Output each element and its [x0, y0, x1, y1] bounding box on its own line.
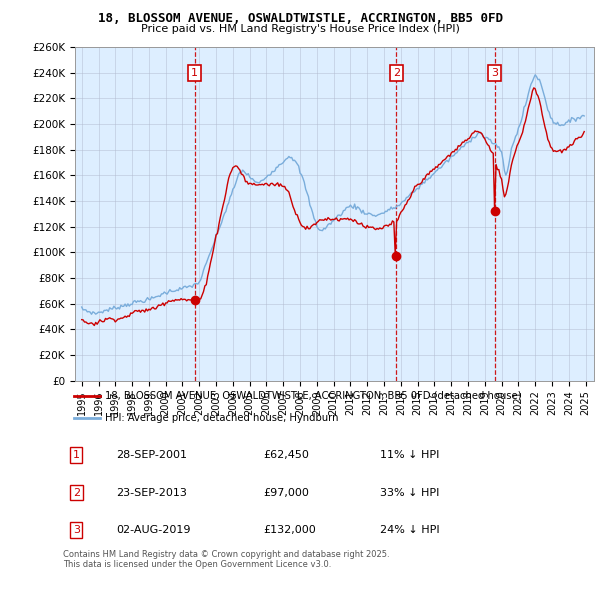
Text: 2: 2	[393, 68, 400, 78]
Text: 23-SEP-2013: 23-SEP-2013	[116, 487, 187, 497]
Text: 18, BLOSSOM AVENUE, OSWALDTWISTLE, ACCRINGTON, BB5 0FD (detached house): 18, BLOSSOM AVENUE, OSWALDTWISTLE, ACCRI…	[105, 391, 522, 401]
Text: 02-AUG-2019: 02-AUG-2019	[116, 525, 190, 535]
Text: Contains HM Land Registry data © Crown copyright and database right 2025.
This d: Contains HM Land Registry data © Crown c…	[63, 550, 389, 569]
Text: 33% ↓ HPI: 33% ↓ HPI	[380, 487, 439, 497]
Text: £132,000: £132,000	[263, 525, 316, 535]
Text: 1: 1	[73, 450, 80, 460]
Text: 3: 3	[491, 68, 498, 78]
Text: £62,450: £62,450	[263, 450, 310, 460]
Text: 11% ↓ HPI: 11% ↓ HPI	[380, 450, 439, 460]
Text: 3: 3	[73, 525, 80, 535]
Text: 28-SEP-2001: 28-SEP-2001	[116, 450, 187, 460]
Text: 18, BLOSSOM AVENUE, OSWALDTWISTLE, ACCRINGTON, BB5 0FD: 18, BLOSSOM AVENUE, OSWALDTWISTLE, ACCRI…	[97, 12, 503, 25]
Text: 1: 1	[191, 68, 198, 78]
Text: HPI: Average price, detached house, Hyndburn: HPI: Average price, detached house, Hynd…	[105, 413, 339, 423]
Text: £97,000: £97,000	[263, 487, 310, 497]
Text: Price paid vs. HM Land Registry's House Price Index (HPI): Price paid vs. HM Land Registry's House …	[140, 24, 460, 34]
Text: 2: 2	[73, 487, 80, 497]
Text: 24% ↓ HPI: 24% ↓ HPI	[380, 525, 439, 535]
